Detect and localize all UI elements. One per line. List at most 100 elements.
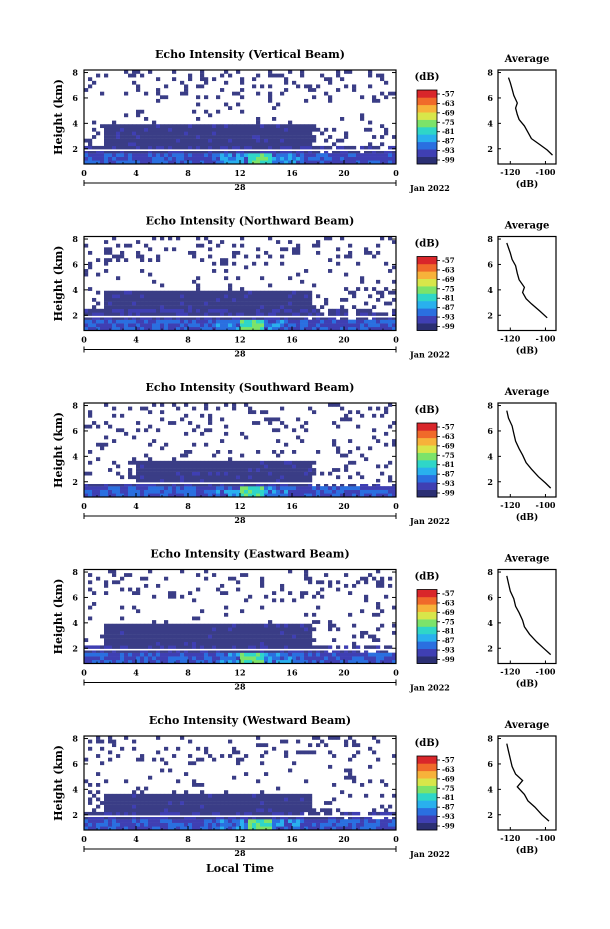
heatmap-cell (136, 808, 141, 813)
heatmap-cell (232, 819, 237, 823)
heatmap-cell (164, 131, 169, 136)
heatmap-cell (304, 591, 309, 596)
heatmap-cell (308, 478, 313, 483)
heatmap-cell (388, 811, 393, 816)
heatmap-cell (116, 482, 121, 487)
heatmap-cell (156, 153, 161, 157)
heatmap-cell (252, 124, 257, 129)
heatmap-cell (232, 319, 237, 324)
heatmap-cell (220, 468, 225, 472)
heatmap-cell (120, 797, 125, 802)
heatmap-cell (168, 641, 173, 646)
heatmap-cell (284, 464, 289, 469)
heatmap-cell (236, 489, 241, 494)
heatmap-cell (132, 457, 137, 462)
heatmap-cell (280, 489, 285, 494)
heatmap-cell (392, 439, 397, 443)
heatmap-cell (172, 142, 177, 147)
heatmap-cell (180, 131, 185, 136)
heatmap-cell (372, 312, 377, 317)
heatmap-cell (228, 576, 233, 581)
heatmap-cell (144, 131, 149, 136)
heatmap-cell (132, 649, 137, 653)
heatmap-cell (88, 323, 93, 328)
heatmap-cell (112, 652, 117, 657)
heatmap-cell (328, 95, 333, 100)
heatmap-cell (136, 145, 141, 150)
heatmap-cell (228, 811, 233, 816)
heatmap-cell (84, 656, 89, 661)
heatmap-cell (160, 645, 165, 650)
heatmap-cell (280, 598, 285, 603)
heatmap-cell (336, 826, 341, 831)
heatmap-cell (268, 312, 273, 317)
heatmap-cell (112, 804, 117, 809)
heatmap-cell (132, 790, 137, 795)
heatmap-cell (304, 612, 309, 617)
heatmap-cell (204, 403, 209, 407)
heatmap-cell (344, 326, 349, 331)
heatmap-cell (380, 413, 385, 418)
heatmap-cell (332, 149, 337, 154)
heatmap-cell (296, 290, 301, 295)
heatmap-cell (240, 464, 245, 469)
heatmap-cell (244, 149, 249, 154)
heatmap-cell (272, 312, 277, 317)
heatmap-cell (292, 489, 297, 494)
colorbar-tick-label: -63 (442, 265, 455, 274)
heatmap-cell (116, 801, 121, 805)
heatmap-cell (356, 743, 361, 748)
heatmap-cell (284, 627, 289, 632)
heatmap-cell (288, 468, 293, 472)
heatmap-cell (124, 319, 129, 324)
heatmap-cell (388, 236, 393, 241)
heatmap-cell (364, 493, 369, 498)
colorbar: -57-63-69-75-81-87-93-99 (416, 256, 455, 331)
heatmap-cell (152, 145, 157, 150)
heatmap-cell (152, 326, 157, 331)
heatmap-cell (392, 605, 397, 610)
heatmap-cell (232, 627, 237, 632)
heatmap-cell (356, 312, 361, 317)
heatmap-cell (232, 160, 237, 165)
heatmap-cell (204, 312, 209, 317)
heatmap-cell (236, 623, 241, 628)
heatmap-cell (336, 138, 341, 143)
heatmap-cell (388, 424, 393, 429)
heatmap-cell (132, 319, 137, 324)
heatmap-cell (380, 153, 385, 157)
heatmap-cell (196, 475, 201, 480)
heatmap-cell (164, 493, 169, 498)
heatmap-cell (276, 453, 281, 458)
heatmap-cell (212, 460, 217, 465)
heatmap-cell (172, 822, 177, 827)
heatmap-cell (184, 84, 189, 89)
heatmap-cell (204, 160, 209, 165)
heatmap-cell (280, 471, 285, 476)
heatmap-cell (316, 312, 321, 317)
heatmap-cell (364, 826, 369, 831)
heatmap-cell (240, 822, 245, 827)
heatmap-cell (356, 656, 361, 661)
heatmap-cell (304, 638, 309, 643)
heatmap-cell (248, 131, 253, 136)
heatmap-cell (384, 811, 389, 816)
heatmap-cell (200, 305, 205, 310)
heatmap-cell (292, 323, 297, 328)
heatmap-cell (220, 153, 225, 157)
heatmap-cell (88, 77, 93, 82)
heatmap-cell (164, 290, 169, 295)
heatmap-cell (268, 819, 273, 823)
heatmap-cell (180, 294, 185, 299)
heatmap-cell (196, 616, 201, 621)
heatmap-cell (136, 623, 141, 628)
heatmap-cell (168, 649, 173, 653)
heatmap-cell (244, 772, 249, 776)
heatmap-cell (208, 826, 213, 831)
heatmap-cell (164, 486, 169, 490)
heatmap-cell (384, 826, 389, 831)
y-tick-label: 4 (72, 451, 78, 461)
heatmap-cell (372, 323, 377, 328)
heatmap-cell (184, 160, 189, 165)
heatmap-cell (296, 630, 301, 635)
